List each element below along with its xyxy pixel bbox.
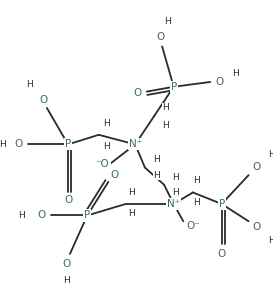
Text: H: H xyxy=(153,155,160,164)
Text: O: O xyxy=(216,77,224,87)
Text: O: O xyxy=(133,88,141,98)
Text: H: H xyxy=(103,142,110,151)
Text: H: H xyxy=(103,119,110,128)
Text: N⁺: N⁺ xyxy=(129,139,142,150)
Text: O: O xyxy=(62,259,70,269)
Text: O: O xyxy=(110,170,118,180)
Text: O: O xyxy=(40,95,48,105)
Text: H: H xyxy=(128,188,135,197)
Text: H: H xyxy=(153,171,160,180)
Text: H: H xyxy=(268,236,273,245)
Text: O: O xyxy=(64,195,72,205)
Text: H: H xyxy=(0,140,6,149)
Text: H: H xyxy=(193,177,200,185)
Text: P: P xyxy=(219,199,225,209)
Text: O: O xyxy=(37,210,45,220)
Text: H: H xyxy=(232,69,239,78)
Text: N⁺: N⁺ xyxy=(167,199,180,209)
Text: O: O xyxy=(218,249,226,259)
Text: ⁻O: ⁻O xyxy=(96,159,109,169)
Text: H: H xyxy=(26,80,33,89)
Text: P: P xyxy=(65,139,71,150)
Text: O: O xyxy=(252,222,260,232)
Text: H: H xyxy=(163,121,169,130)
Text: O: O xyxy=(14,139,22,150)
Text: H: H xyxy=(163,103,169,113)
Text: H: H xyxy=(268,150,273,158)
Text: H: H xyxy=(172,188,179,197)
Text: H: H xyxy=(165,17,171,26)
Text: H: H xyxy=(172,172,179,182)
Text: P: P xyxy=(84,210,90,220)
Text: H: H xyxy=(193,197,200,207)
Text: O: O xyxy=(252,162,260,172)
Text: H: H xyxy=(19,211,25,220)
Text: O⁻: O⁻ xyxy=(186,221,200,231)
Text: H: H xyxy=(128,209,135,218)
Text: O: O xyxy=(156,32,164,42)
Text: H: H xyxy=(63,276,69,285)
Text: P: P xyxy=(171,82,177,92)
